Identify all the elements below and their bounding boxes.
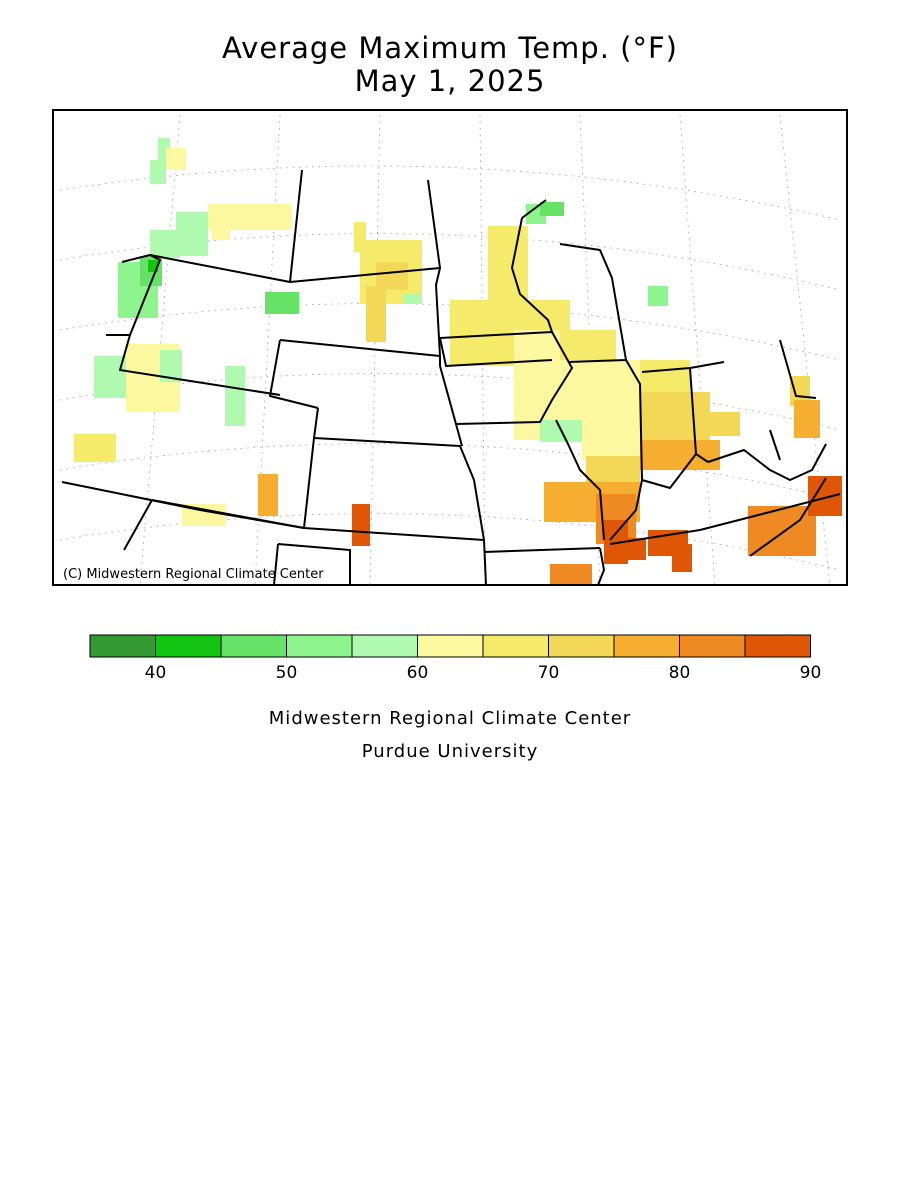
credit-organization: Midwestern Regional Climate Center (268, 708, 632, 729)
legend-tick-label: 60 (406, 663, 429, 683)
credit-university: Purdue University (361, 741, 539, 762)
legend-bin-10 (744, 634, 811, 658)
legend-bin-2 (220, 634, 287, 658)
legend-bin-7 (548, 634, 615, 658)
legend-tick-label: 90 (799, 663, 822, 683)
legend-tick-label: 70 (537, 663, 560, 683)
legend-bin-8 (613, 634, 680, 658)
legend-bin-6 (482, 634, 549, 658)
legend-bin-9 (679, 634, 746, 658)
legend-bin-5 (417, 634, 484, 658)
legend-tick-label: 40 (144, 663, 167, 683)
legend-bin-3 (286, 634, 353, 658)
state-boundaries (61, 169, 841, 586)
legend-bar (89, 634, 811, 658)
temperature-map (52, 109, 848, 658)
legend-tick-label: 50 (275, 663, 298, 683)
legend-bin-4 (351, 634, 418, 658)
map-title: Average Maximum Temp. (°F) (222, 31, 678, 65)
map-copyright: (C) Midwestern Regional Climate Center (63, 567, 324, 582)
legend-tick-label: 80 (668, 663, 691, 683)
legend-bin-1 (155, 634, 222, 658)
legend-bin-0 (89, 634, 156, 658)
map-date: May 1, 2025 (354, 64, 546, 98)
